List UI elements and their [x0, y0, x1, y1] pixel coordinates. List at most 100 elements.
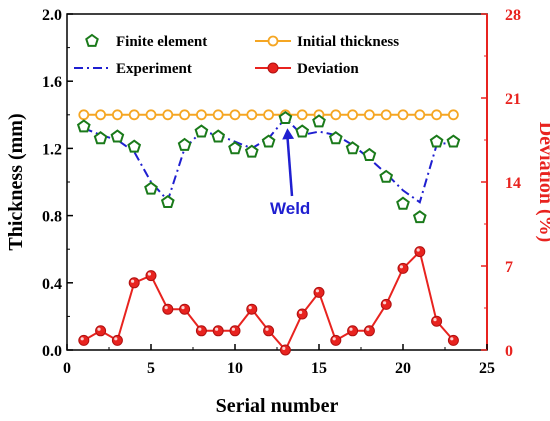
initial-thickness-point — [380, 109, 392, 121]
deviation-point — [263, 325, 275, 337]
initial-thickness-point — [431, 109, 443, 121]
legend-item-initial-thickness: Initial thickness — [255, 34, 399, 50]
finite-element-point — [312, 114, 326, 128]
series-initial-thickness — [78, 109, 459, 121]
y-left-tick-label: 2.0 — [42, 7, 62, 24]
deviation-point-highlight — [248, 306, 252, 310]
deviation-point — [195, 325, 207, 337]
finite-element-point — [160, 194, 175, 208]
deviation-point-highlight — [164, 306, 168, 310]
axes: 0 5 10 15 20 25 0.0 0.4 0.8 1.2 1.6 2.0 0 7 14 21 28 Seri… — [5, 7, 550, 417]
deviation-point — [145, 270, 157, 282]
finite-element-point — [278, 110, 293, 124]
deviation-point — [447, 334, 459, 346]
initial-thickness-point — [263, 109, 275, 121]
series-experiment — [83, 116, 454, 204]
series-layer — [76, 109, 461, 356]
legend-item-deviation: Deviation — [255, 61, 359, 77]
finite-element-point — [127, 139, 142, 153]
deviation-point-highlight — [315, 289, 319, 293]
deviation-point-highlight — [433, 318, 437, 322]
y-left-axis-title: Thickness (mm) — [5, 113, 27, 250]
legend-label: Deviation — [297, 61, 359, 77]
annotation: Weld — [270, 128, 310, 218]
deviation-point — [95, 325, 107, 337]
y-right-tick-label: 14 — [505, 175, 521, 192]
x-tick-label: 5 — [147, 360, 155, 377]
deviation-point-highlight — [265, 327, 269, 331]
x-axis-title: Serial number — [216, 395, 339, 417]
initial-thickness-point — [330, 109, 342, 121]
y-right-tick-label: 28 — [505, 7, 521, 24]
finite-element-point — [362, 147, 377, 161]
finite-element-point — [295, 124, 310, 138]
series-finite-element — [76, 110, 461, 224]
x-tick-label: 20 — [395, 360, 411, 377]
finite-element-point — [211, 129, 226, 143]
x-tick-label: 25 — [479, 360, 495, 377]
series-deviation — [78, 246, 459, 356]
legend-label: Experiment — [116, 61, 192, 77]
x-tick-label: 10 — [227, 360, 243, 377]
initial-thickness-point — [229, 109, 241, 121]
deviation-point-highlight — [399, 265, 403, 269]
finite-element-point — [110, 129, 125, 143]
y-right-tick-label: 7 — [505, 259, 513, 276]
deviation-point — [78, 334, 90, 346]
deviation-point — [431, 315, 443, 327]
legend: Finite element Initial thickness Experimen… — [74, 33, 399, 77]
initial-thickness-point — [296, 109, 308, 121]
finite-element-point — [345, 141, 360, 155]
deviation-point — [414, 246, 426, 258]
initial-thickness-point — [246, 109, 258, 121]
y-left-tick-label: 0.8 — [42, 209, 62, 226]
deviation-point — [313, 286, 325, 298]
deviation-point-highlight — [114, 337, 118, 341]
deviation-point — [330, 334, 342, 346]
deviation-point-highlight — [131, 279, 135, 283]
initial-thickness-point — [447, 109, 459, 121]
initial-thickness-point — [78, 109, 90, 121]
deviation-point-highlight — [383, 301, 387, 305]
y-right-tick-label: 21 — [505, 91, 521, 108]
deviation-point — [162, 303, 174, 315]
deviation-point — [380, 298, 392, 310]
deviation-point — [347, 325, 359, 337]
initial-thickness-point — [363, 109, 375, 121]
deviation-point — [363, 325, 375, 337]
initial-thickness-point — [128, 109, 140, 121]
deviation-point-highlight — [198, 327, 202, 331]
legend-swatch-marker — [267, 35, 279, 47]
deviation-point — [246, 303, 258, 315]
finite-element-point — [261, 134, 276, 148]
experiment-line — [83, 116, 454, 204]
initial-thickness-point — [162, 109, 174, 121]
x-tick-label: 15 — [311, 360, 327, 377]
deviation-point-highlight — [97, 327, 101, 331]
deviation-point-highlight — [366, 327, 370, 331]
initial-thickness-point — [212, 109, 224, 121]
y-right-axis-title: Deviation (%) — [535, 122, 550, 243]
finite-element-point — [76, 119, 91, 133]
legend-item-finite-element: Finite element — [85, 33, 207, 50]
finite-element-point — [412, 210, 427, 224]
y-left-tick-label: 0.4 — [42, 276, 62, 293]
deviation-point — [296, 308, 308, 320]
x-tick-label: 0 — [63, 360, 71, 377]
finite-element-point — [177, 137, 192, 151]
deviation-point-highlight — [147, 272, 151, 276]
finite-element-point — [446, 134, 461, 148]
initial-thickness-point — [95, 109, 106, 121]
deviation-point — [212, 325, 224, 337]
deviation-point — [179, 303, 191, 315]
deviation-point-highlight — [215, 327, 219, 331]
initial-thickness-point — [195, 109, 207, 121]
finite-element-point — [93, 131, 108, 145]
finite-element-point — [379, 169, 394, 183]
deviation-point — [229, 325, 241, 337]
legend-item-experiment: Experiment — [74, 61, 192, 77]
legend-label: Finite element — [116, 34, 207, 50]
legend-label: Initial thickness — [297, 34, 399, 50]
weld-arrow-head — [282, 128, 295, 140]
